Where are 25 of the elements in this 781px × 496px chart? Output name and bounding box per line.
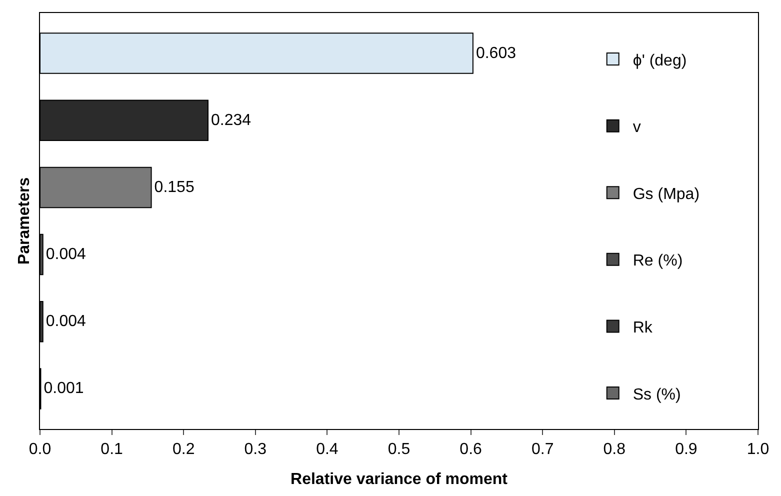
x-axis-title: Relative variance of moment (290, 470, 508, 488)
legend-label: v (632, 119, 641, 136)
x-tick-label: 0.9 (675, 441, 698, 458)
x-tick-label: 0.8 (603, 441, 626, 458)
data-label: 0.001 (44, 380, 84, 398)
x-tick-label: 0.1 (100, 441, 124, 458)
data-label: 0.004 (46, 313, 86, 330)
y-axis-title: Parameters (16, 177, 33, 265)
x-tick-label: 0.7 (531, 441, 554, 458)
legend-label: Gs (Mpa) (632, 186, 700, 203)
data-label: 0.004 (46, 246, 86, 264)
x-tick-label: 0.0 (28, 441, 52, 458)
legend-label: ϕ' (deg) (632, 52, 687, 70)
legend-label: Rk (632, 319, 654, 336)
data-label: 0.234 (211, 112, 252, 129)
x-tick-label: 0.3 (244, 441, 267, 458)
x-tick-label: 0.4 (316, 441, 338, 458)
data-label: 0.603 (476, 44, 516, 62)
legend-label: Ss (%) (632, 386, 681, 404)
x-tick-label: 0.2 (172, 441, 195, 458)
x-tick-label: 0.5 (388, 441, 410, 458)
data-label: 0.155 (154, 178, 194, 196)
legend-label: Re (%) (632, 252, 683, 270)
x-tick-label: 0.6 (460, 441, 482, 458)
x-tick-label: 1.0 (746, 441, 770, 458)
